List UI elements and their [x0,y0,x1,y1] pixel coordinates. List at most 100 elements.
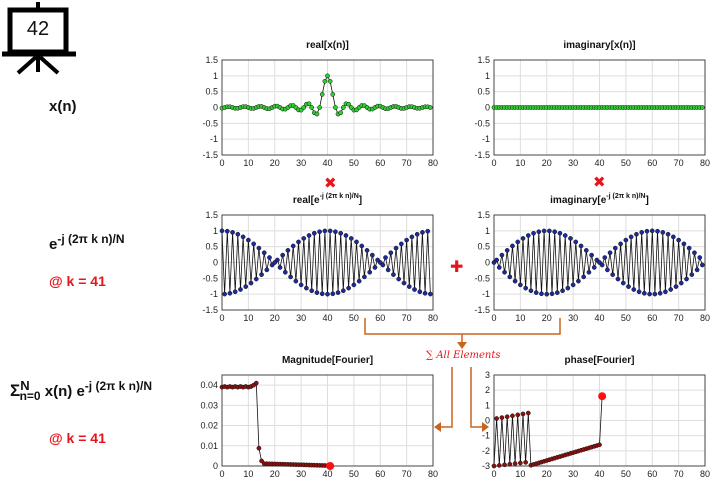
x-tick-label: 80 [428,313,438,323]
data-point [309,105,315,110]
data-point [404,237,409,243]
plus-icon: ✚ [450,259,464,276]
y-tick-label: -1 [482,431,490,441]
x-tick-label: 80 [428,469,438,479]
chart-title: imaginary[x(n)] [563,40,635,51]
data-point [636,289,642,295]
data-point [422,290,428,296]
data-point [306,101,312,107]
y-tick-label: 3 [485,370,490,380]
x-tick-label: 10 [515,313,525,323]
data-point [700,105,705,110]
data-point [298,282,304,288]
data-point [568,236,573,241]
data-point [504,414,510,420]
x-tick-label: 60 [647,313,657,323]
data-point [259,272,264,277]
data-point [367,269,373,275]
x-tick-label: 70 [402,158,412,168]
data-point [581,274,587,280]
chart-2: 0 10 20 30 40 50 60 70 80 -1.5 -1 -0.5 0 0.5 1 1.5 real[… [202,193,438,323]
data-point [562,233,568,238]
data-point [528,288,534,294]
data-point [232,289,238,295]
chart-title: real[x(n)] [306,40,349,51]
data-point [518,460,523,466]
data-point [248,280,254,286]
data-point [290,243,296,249]
slide-number-icon: 42 [0,0,78,80]
data-point [607,250,613,256]
data-point [420,230,425,235]
data-point [631,287,637,292]
data-point [507,461,513,467]
x-tick-label: 20 [542,313,552,323]
data-point [623,237,629,243]
data-point [346,101,351,107]
data-point [518,282,523,288]
data-point [409,234,415,240]
data-point [301,105,307,110]
data-point [491,463,497,469]
y-tick-label: -1.5 [202,150,218,160]
y-tick-label: -1 [210,289,218,299]
data-point [694,267,700,273]
basis-exponent: -j (2π k n)/N [57,232,125,246]
data-point [583,248,589,253]
data-point [523,285,529,291]
data-point [380,262,386,268]
data-point [641,290,647,296]
data-point [502,269,507,275]
data-point [531,230,536,236]
data-point [359,243,365,249]
data-point [293,278,299,284]
right-arrowhead [482,422,489,432]
data-point [684,276,689,282]
x-tick-label: 70 [402,313,412,323]
data-point [644,228,650,234]
y-tick-label: -0.5 [202,118,218,128]
basis-label: e-j (2π k n)/N [49,232,125,253]
y-tick-label: 0.02 [200,421,218,431]
y-tick-label: -0.5 [474,273,490,283]
y-tick-label: 0 [213,461,218,471]
data-point [525,233,531,238]
sum-body: x(n) e [44,383,85,400]
y-tick-label: 0.5 [205,87,218,97]
data-point [330,92,336,97]
data-point [354,239,359,245]
data-point [557,230,563,236]
y-tick-label: -1 [210,134,218,144]
data-point [689,272,695,277]
data-point [393,245,399,251]
data-point [414,231,420,237]
x-tick-label: 60 [647,158,657,168]
data-point [533,290,539,295]
y-tick-label: 0.04 [200,380,218,390]
data-point [267,255,272,260]
y-tick-label: -3 [482,461,490,471]
signal-label: x(n) [49,98,77,115]
highlight-point [598,392,607,401]
data-point [356,278,362,284]
y-tick-label: 0 [213,258,218,268]
data-point [340,288,346,294]
data-point [383,255,388,260]
chart-title: real[e-j (2π k n)/N] [293,193,362,206]
data-point [319,291,325,297]
data-point [275,257,280,263]
x-tick-label: 80 [700,469,710,479]
sum-upper: N [20,378,30,393]
data-point [261,250,267,256]
data-point [322,78,328,84]
data-point [222,291,227,297]
data-point [686,245,692,251]
x-tick-label: 40 [594,313,604,323]
data-point [573,239,579,245]
data-point [240,234,246,240]
data-point [296,239,301,245]
data-point [663,289,668,295]
data-point [399,241,404,247]
sum-lower: n=0 [19,389,41,403]
x-tick-label: 30 [568,469,578,479]
